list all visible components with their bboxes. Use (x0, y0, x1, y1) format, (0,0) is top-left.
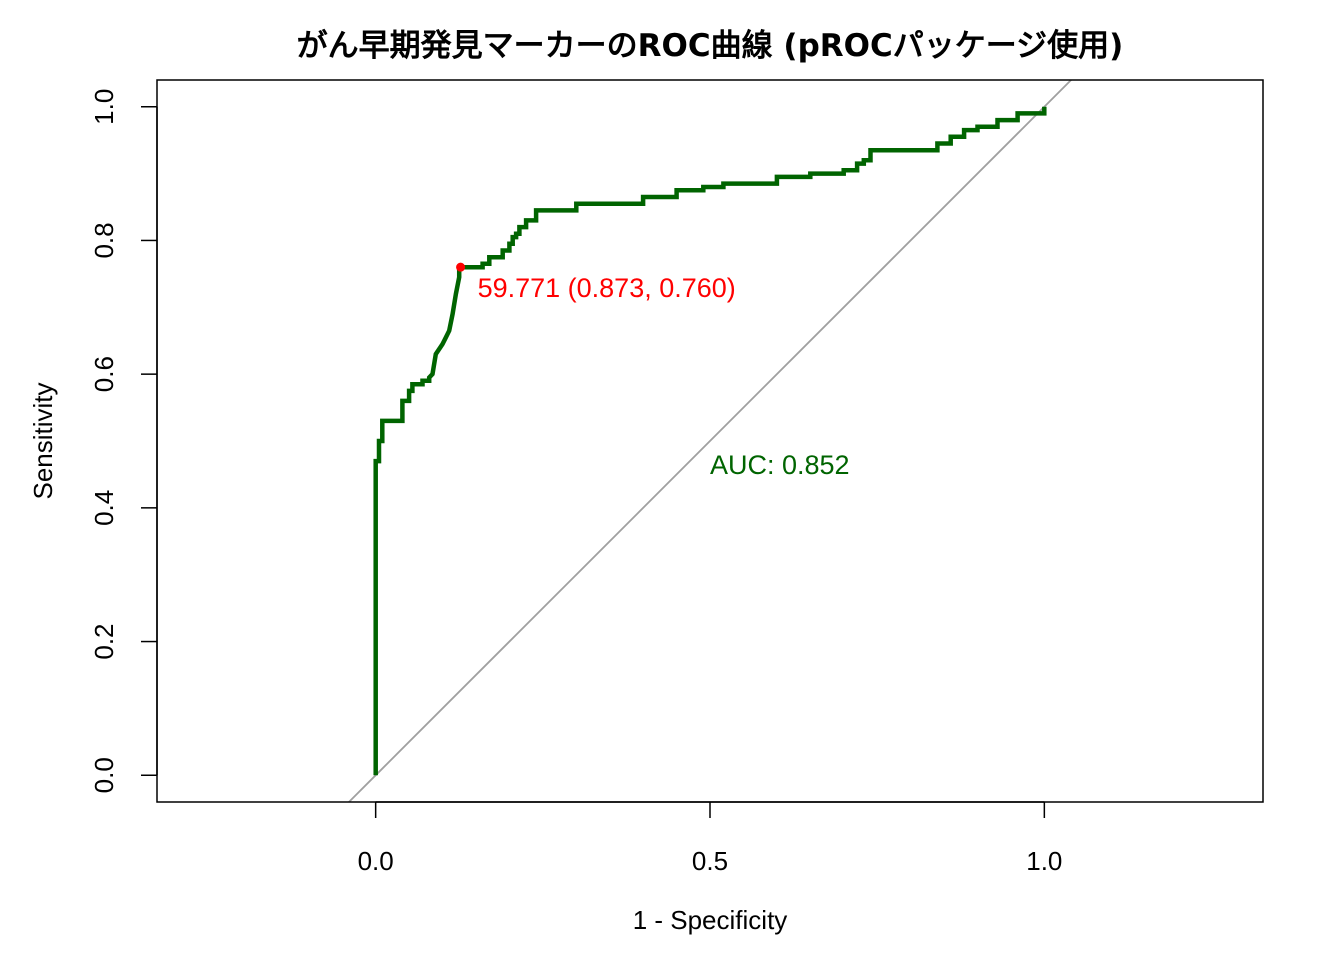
y-tick-label: 0.2 (89, 623, 119, 659)
y-tick-label: 0.8 (89, 222, 119, 258)
y-tick-label: 0.6 (89, 356, 119, 392)
x-tick-label: 1.0 (1026, 846, 1062, 876)
y-axis: 0.0 0.2 0.4 0.6 0.8 1.0 (89, 89, 158, 793)
x-tick-label: 0.0 (358, 846, 394, 876)
y-axis-label: Sensitivity (28, 382, 58, 499)
y-tick-label: 0.0 (89, 757, 119, 793)
auc-label: AUC: 0.852 (710, 450, 850, 480)
x-axis: 0.0 0.5 1.0 (358, 801, 1062, 876)
x-axis-label: 1 - Specificity (633, 905, 788, 935)
x-tick-label: 0.5 (692, 846, 728, 876)
best-threshold-label: 59.771 (0.873, 0.760) (478, 273, 736, 303)
reference-diagonal-line (348, 80, 1072, 802)
chart-title: がん早期発見マーカーのROC曲線 (pROCパッケージ使用) (297, 28, 1124, 64)
y-tick-label: 0.4 (89, 490, 119, 526)
y-tick-label: 1.0 (89, 89, 119, 125)
best-threshold-point (456, 262, 466, 272)
roc-curve-line (373, 106, 1047, 776)
